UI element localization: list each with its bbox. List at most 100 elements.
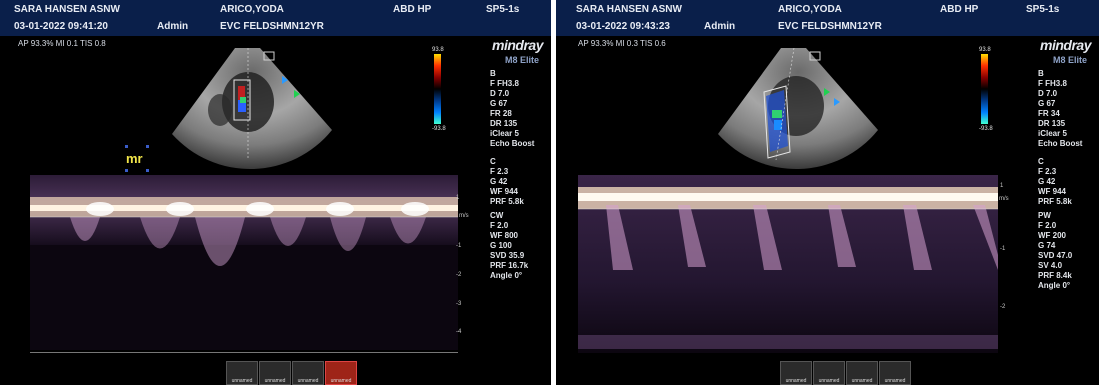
- annotation-marker: [125, 145, 128, 148]
- doppler-param: Angle 0°: [1038, 281, 1071, 290]
- doppler-params: CW F 2.0 WF 800 G 100 SVD 35.9 PRF 16.7k…: [490, 211, 550, 281]
- thumbnail[interactable]: unnamed: [292, 361, 324, 385]
- probe-name: SP5-1s: [486, 4, 520, 15]
- b-mode-sector-image: [718, 47, 878, 170]
- b-param: iClear 5: [1038, 129, 1067, 138]
- b-param: FR 34: [1038, 109, 1060, 118]
- thumbnail[interactable]: unnamed: [226, 361, 258, 385]
- exam-datetime: 03-01-2022 09:43:23: [576, 21, 670, 32]
- b-param: B: [1038, 69, 1044, 78]
- user-name: Admin: [704, 21, 736, 32]
- doppler-param: WF 800: [490, 231, 519, 240]
- colorbar-top-label: 93.8: [432, 47, 444, 53]
- doppler-param: PRF 8.4k: [1038, 271, 1072, 280]
- exam-name: EVC FELDSHMN12YR: [220, 21, 324, 32]
- brand-logo: mindray: [1040, 37, 1091, 53]
- probe-name: SP5-1s: [1026, 4, 1060, 15]
- thumbnail[interactable]: unnamed: [259, 361, 291, 385]
- doppler-param: PW: [1038, 211, 1051, 220]
- b-param: Echo Boost: [1038, 139, 1083, 148]
- thumbnail-label: unnamed: [330, 378, 352, 384]
- c-param: G 42: [490, 177, 508, 186]
- doppler-param: F 2.0: [490, 221, 509, 230]
- doppler-param: CW: [490, 211, 504, 220]
- b-mode-sector-image: [172, 48, 332, 170]
- safety-metrics: AP 93.3% MI 0.1 TIS 0.8: [18, 39, 106, 48]
- b-mode-params: B F FH3.8 D 7.0 G 67 FR 34 DR 135 iClear…: [1038, 69, 1098, 149]
- axis-tick: -3: [456, 301, 462, 307]
- thumbnail-label: unnamed: [264, 378, 286, 384]
- axis-tick: -2: [456, 272, 462, 278]
- doppler-spectrum: [30, 175, 458, 350]
- brand-logo: mindray: [492, 37, 543, 53]
- thumbnail-label: unnamed: [231, 378, 253, 384]
- operator-name: SARA HANSEN ASNW: [14, 4, 120, 15]
- thumbnail-label: unnamed: [297, 378, 319, 384]
- c-param: WF 944: [1038, 187, 1067, 196]
- doppler-param: Angle 0°: [490, 271, 523, 280]
- header-bar: SARA HANSEN ASNW ARICO,YODA ABD HP SP5-1…: [556, 0, 1099, 36]
- b-param: DR 135: [1038, 119, 1066, 128]
- ultrasound-panel-right: SARA HANSEN ASNW ARICO,YODA ABD HP SP5-1…: [556, 0, 1099, 385]
- annotation-marker: [146, 145, 149, 148]
- doppler-param: G 100: [490, 241, 512, 250]
- axis-tick: 1: [1000, 183, 1004, 189]
- ultrasound-panel-left: SARA HANSEN ASNW ARICO,YODA ABD HP SP5-1…: [0, 0, 551, 385]
- velocity-unit: m/s: [459, 213, 469, 219]
- thumbnail-label: unnamed: [818, 378, 840, 384]
- velocity-unit: m/s: [999, 196, 1009, 202]
- b-param: iClear 5: [490, 129, 519, 138]
- exam-name: EVC FELDSHMN12YR: [778, 21, 882, 32]
- b-param: FR 28: [490, 109, 512, 118]
- axis-tick: 1: [456, 195, 460, 201]
- axis-tick: -1: [1000, 246, 1006, 252]
- b-param: G 67: [1038, 99, 1056, 108]
- thumbnail[interactable]: unnamed: [846, 361, 878, 385]
- c-param: C: [490, 157, 496, 166]
- preset-name: ABD HP: [393, 4, 432, 15]
- model-name: M8 Elite: [1052, 55, 1087, 65]
- b-param: D 7.0: [1038, 89, 1058, 98]
- axis-tick: -1: [456, 243, 462, 249]
- thumbnail-label: unnamed: [884, 378, 906, 384]
- preset-name: ABD HP: [940, 4, 979, 15]
- c-param: PRF 5.8k: [490, 197, 524, 206]
- b-mode-params: B F FH3.8 D 7.0 G 67 FR 28 DR 135 iClear…: [490, 69, 550, 149]
- b-param: D 7.0: [490, 89, 510, 98]
- colorbar-bottom-label: -93.8: [432, 126, 446, 132]
- time-axis: [30, 352, 458, 353]
- doppler-params: PW F 2.0 WF 200 G 74 SVD 47.0 SV 4.0 PRF…: [1038, 211, 1098, 291]
- annotation-marker: [146, 169, 149, 172]
- axis-tick: -4: [456, 329, 462, 335]
- safety-metrics: AP 93.3% MI 0.3 TIS 0.6: [578, 39, 666, 48]
- thumbnail-strip: unnamed unnamed unnamed unnamed: [780, 359, 916, 385]
- color-mode-params: C F 2.3 G 42 WF 944 PRF 5.8k: [490, 157, 550, 207]
- color-scale-bar: [434, 54, 441, 124]
- c-param: G 42: [1038, 177, 1056, 186]
- user-name: Admin: [157, 21, 189, 32]
- b-param: Echo Boost: [490, 139, 535, 148]
- b-param: F FH3.8: [1038, 79, 1067, 88]
- doppler-param: SVD 47.0: [1038, 251, 1073, 260]
- thumbnail[interactable]: unnamed: [780, 361, 812, 385]
- patient-name: ARICO,YODA: [778, 4, 842, 15]
- thumbnail-selected[interactable]: unnamed: [325, 361, 357, 385]
- annotation-marker: [125, 169, 128, 172]
- thumbnail[interactable]: unnamed: [879, 361, 911, 385]
- thumbnail-label: unnamed: [851, 378, 873, 384]
- b-param: B: [490, 69, 496, 78]
- doppler-param: F 2.0: [1038, 221, 1057, 230]
- doppler-param: G 74: [1038, 241, 1056, 250]
- model-name: M8 Elite: [504, 55, 539, 65]
- color-mode-params: C F 2.3 G 42 WF 944 PRF 5.8k: [1038, 157, 1098, 207]
- exam-datetime: 03-01-2022 09:41:20: [14, 21, 108, 32]
- c-param: PRF 5.8k: [1038, 197, 1072, 206]
- colorbar-top-label: 93.8: [979, 47, 991, 53]
- color-scale-bar: [981, 54, 988, 124]
- doppler-param: SVD 35.9: [490, 251, 525, 260]
- b-param: G 67: [490, 99, 508, 108]
- doppler-param: SV 4.0: [1038, 261, 1063, 270]
- thumbnail[interactable]: unnamed: [813, 361, 845, 385]
- c-param: F 2.3: [1038, 167, 1057, 176]
- colorbar-bottom-label: -93.8: [979, 126, 993, 132]
